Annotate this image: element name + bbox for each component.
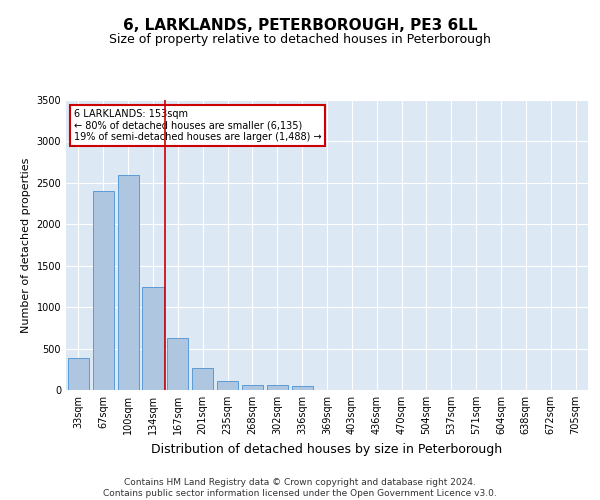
X-axis label: Distribution of detached houses by size in Peterborough: Distribution of detached houses by size … — [151, 442, 503, 456]
Text: Size of property relative to detached houses in Peterborough: Size of property relative to detached ho… — [109, 32, 491, 46]
Bar — [118, 174, 139, 390]
Bar — [267, 385, 288, 390]
Bar — [68, 358, 89, 390]
Text: 6 LARKLANDS: 153sqm
← 80% of detached houses are smaller (6,135)
19% of semi-det: 6 LARKLANDS: 153sqm ← 80% of detached ho… — [74, 108, 322, 142]
Bar — [242, 384, 263, 390]
Bar — [192, 368, 213, 390]
Bar — [93, 191, 114, 390]
Bar — [292, 386, 313, 390]
Y-axis label: Number of detached properties: Number of detached properties — [21, 158, 31, 332]
Text: 6, LARKLANDS, PETERBOROUGH, PE3 6LL: 6, LARKLANDS, PETERBOROUGH, PE3 6LL — [123, 18, 477, 32]
Text: Contains HM Land Registry data © Crown copyright and database right 2024.
Contai: Contains HM Land Registry data © Crown c… — [103, 478, 497, 498]
Bar — [217, 381, 238, 390]
Bar — [142, 288, 164, 390]
Bar — [167, 338, 188, 390]
